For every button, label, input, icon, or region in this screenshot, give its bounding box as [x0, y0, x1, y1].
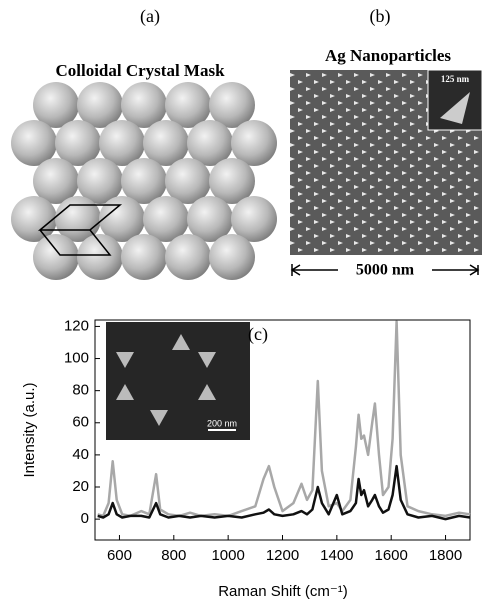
sphere [121, 234, 167, 280]
x-tick-label: 1200 [266, 547, 299, 564]
unit-cell [37, 204, 123, 256]
x-tick-label: 1600 [375, 547, 408, 564]
scale-label: 5000 nm [356, 262, 415, 279]
sphere-array [11, 82, 277, 280]
x-tick-label: 1400 [320, 547, 353, 564]
spectrum-line [97, 464, 471, 521]
panel-title: Ag Nanoparticles [325, 46, 451, 65]
spectrum-line [97, 320, 471, 518]
y-tick-label: 0 [81, 510, 89, 527]
sphere [33, 158, 79, 204]
panel-label: (b) [370, 6, 391, 27]
x-tick-label: 1800 [429, 547, 462, 564]
y-tick-label: 80 [72, 382, 89, 399]
sphere [187, 120, 233, 166]
sphere [165, 234, 211, 280]
sphere [209, 234, 255, 280]
scale-arrow-head [290, 264, 480, 276]
sphere [11, 120, 57, 166]
y-tick-label: 40 [72, 446, 89, 463]
y-axis-label: Intensity (a.u.) [21, 382, 38, 477]
sphere [77, 234, 123, 280]
sphere [99, 120, 145, 166]
panel-label: (c) [248, 324, 268, 345]
sphere [231, 196, 277, 242]
x-tick-label: 800 [161, 547, 186, 564]
inset-scale: 125 nm [441, 74, 470, 84]
inset-scale: 200 nm [207, 418, 237, 428]
sphere [143, 196, 189, 242]
x-axis-label: Raman Shift (cm⁻¹) [218, 583, 348, 600]
sphere [121, 158, 167, 204]
panel-label: (a) [140, 6, 160, 27]
y-tick-label: 60 [72, 414, 89, 431]
sphere [121, 82, 167, 128]
y-tick-label: 120 [64, 317, 89, 334]
sphere [99, 196, 145, 242]
sphere [165, 82, 211, 128]
inset-particles [116, 334, 216, 426]
sphere [77, 158, 123, 204]
sphere [143, 120, 189, 166]
inset-particle [440, 92, 470, 124]
sphere [77, 82, 123, 128]
sphere [209, 158, 255, 204]
sphere [231, 120, 277, 166]
sphere [55, 120, 101, 166]
y-tick-label: 100 [64, 350, 89, 367]
sphere [165, 158, 211, 204]
x-tick-label: 600 [107, 547, 132, 564]
sphere [33, 234, 79, 280]
sphere [209, 82, 255, 128]
sphere [33, 82, 79, 128]
x-tick-label: 1000 [211, 547, 244, 564]
panel-title: Colloidal Crystal Mask [55, 61, 225, 80]
sphere [187, 196, 233, 242]
y-tick-label: 20 [72, 478, 89, 495]
